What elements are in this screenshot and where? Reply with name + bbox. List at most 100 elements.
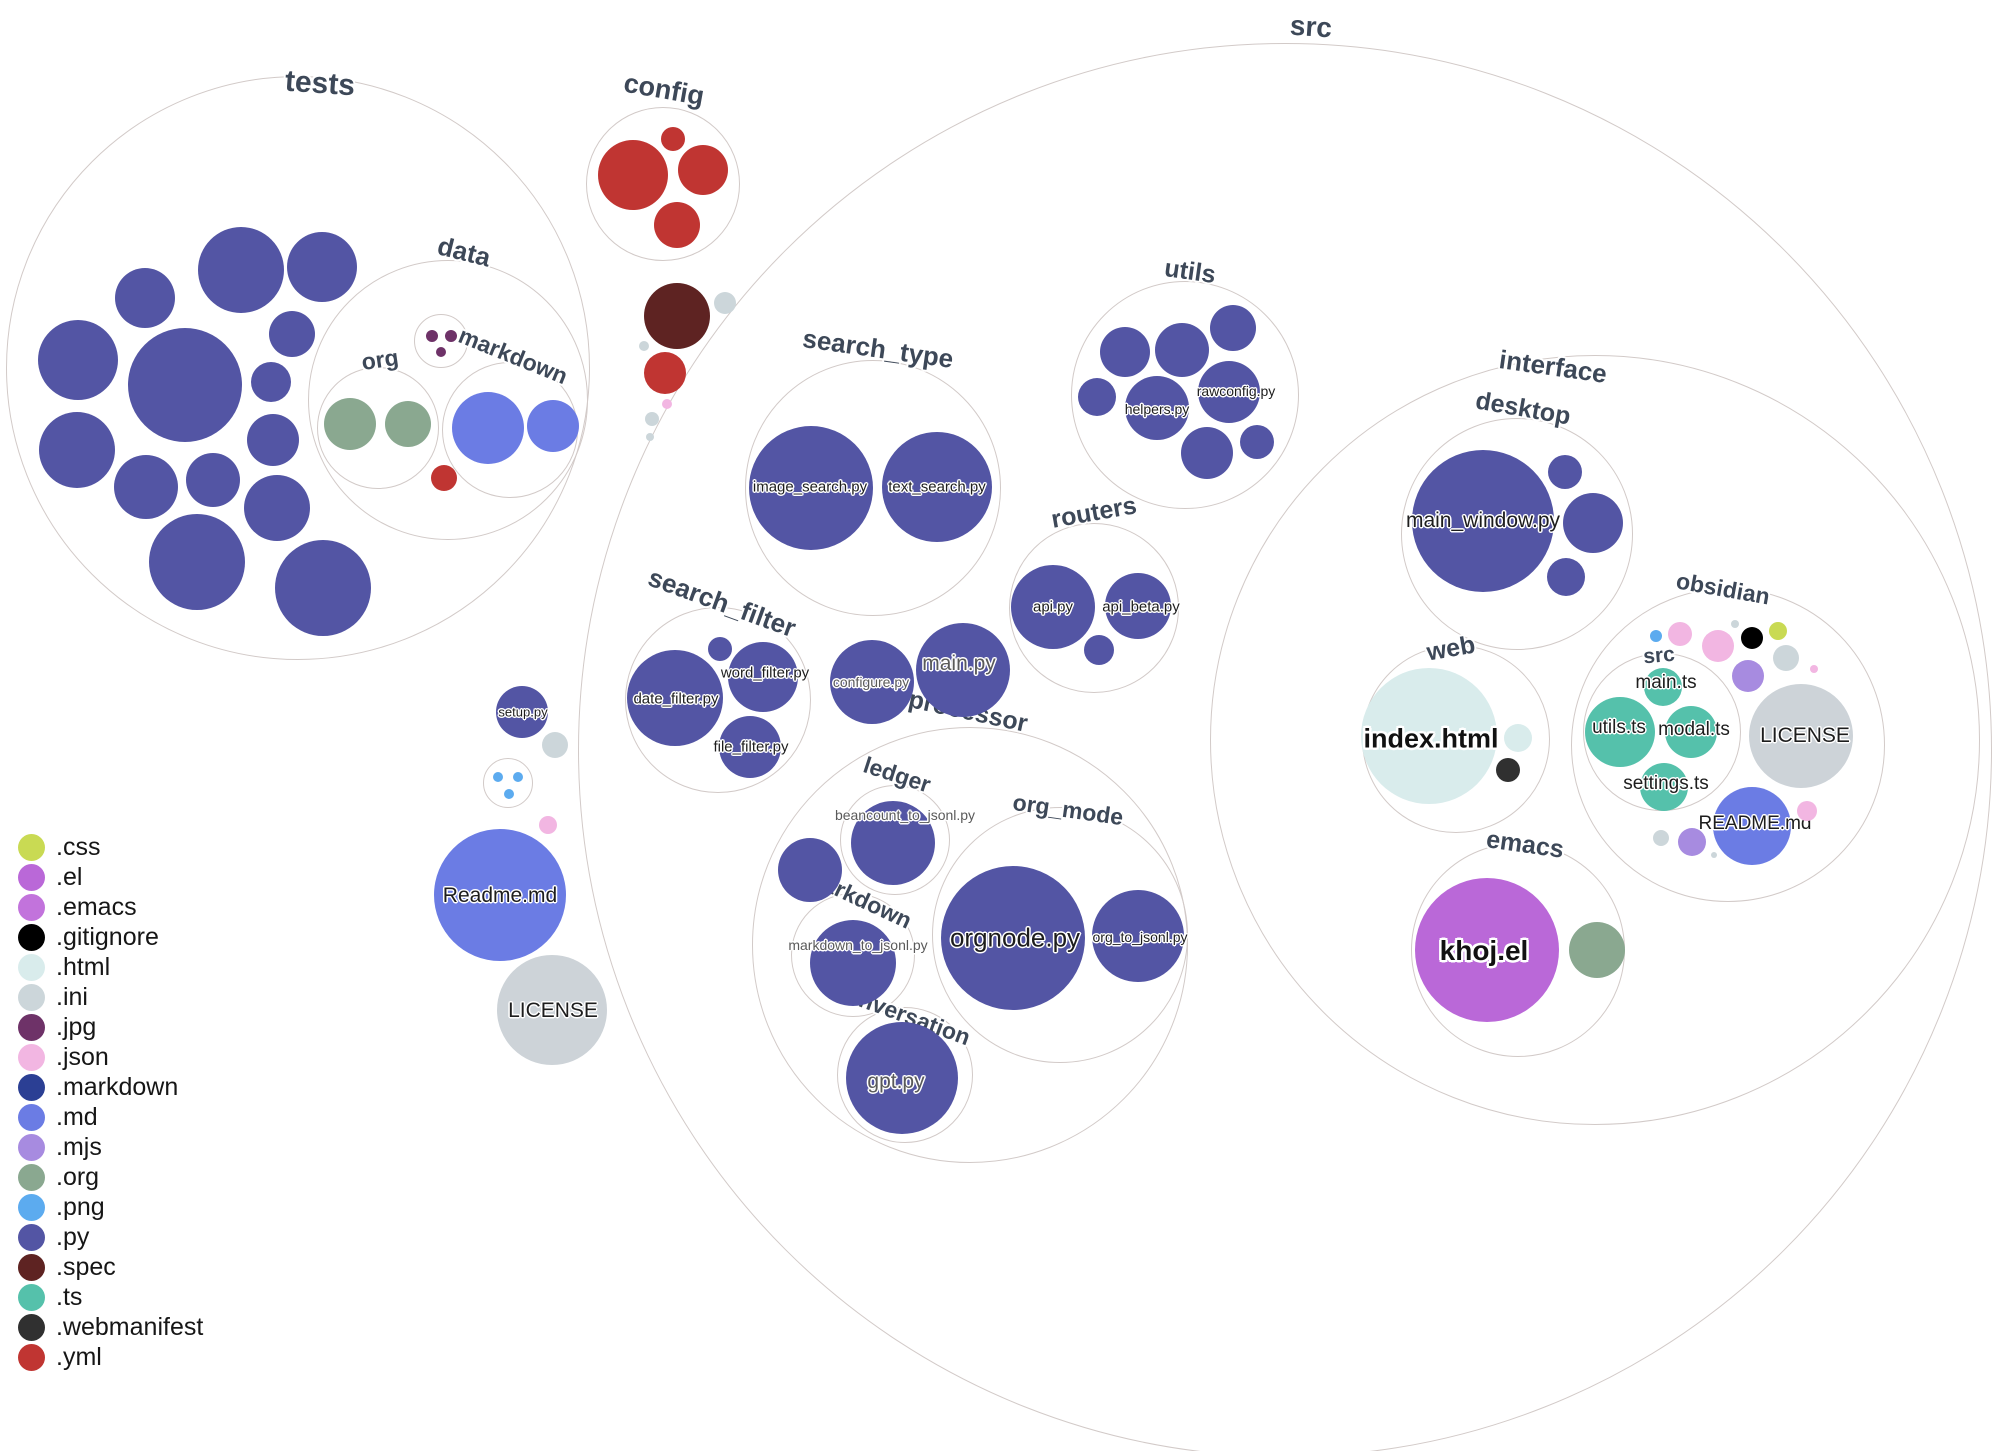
- file-circle-spec: [644, 283, 710, 349]
- file-circle-ini: [1773, 645, 1799, 671]
- file-circle-jpg: [426, 330, 438, 342]
- folder-circle-search_filter: [625, 607, 811, 793]
- legend-item-css: .css: [18, 832, 203, 862]
- file-label-main_window.py: main_window.py: [1405, 509, 1561, 532]
- folder-circle-processor-markdown: [791, 893, 915, 1017]
- file-circle-py: [186, 453, 240, 507]
- file-circle-py: [778, 838, 842, 902]
- file-circle-html: [1504, 724, 1532, 752]
- file-circle-yml: [431, 465, 457, 491]
- file-circle-mjs: [1732, 660, 1764, 692]
- folder-circle-processor-ledger: [840, 785, 950, 895]
- file-circle-gitignore: [1741, 627, 1763, 649]
- file-circle-word_filter.py: [728, 642, 798, 712]
- legend-item-ts: .ts: [18, 1282, 203, 1312]
- file-circle-py: [1563, 493, 1623, 553]
- legend-swatch-ini: [18, 983, 45, 1011]
- legend-label: .css: [56, 832, 101, 861]
- legend-label: .html: [56, 952, 111, 981]
- file-circle-json: [1810, 665, 1818, 673]
- legend-swatch-json: [18, 1043, 45, 1071]
- legend-label: .json: [56, 1042, 109, 1071]
- file-circle-py: [1547, 558, 1585, 596]
- file-circle-README.md: [1713, 787, 1791, 865]
- file-circle-main.ts: [1644, 668, 1682, 706]
- file-circle-yml: [598, 140, 668, 210]
- file-label-org_to_jsonl.py: org_to_jsonl.py: [1092, 929, 1188, 945]
- file-circle-ini: [1653, 830, 1669, 846]
- file-label-utils.ts: utils.ts: [1592, 717, 1646, 738]
- file-label-settings.ts: settings.ts: [1623, 773, 1709, 794]
- file-label-text_search.py: text_search.py: [888, 478, 986, 496]
- file-circle-setup.py: [496, 686, 548, 738]
- file-circle-png: [1650, 630, 1662, 642]
- file-circle-json: [662, 399, 672, 409]
- file-circle-py: [1548, 455, 1582, 489]
- legend-label: .ini: [56, 982, 88, 1011]
- folder-label-interface-obsidian-src: src: [1642, 642, 1676, 669]
- file-circle-LICENSE: [1749, 684, 1853, 788]
- folder-label-config: config: [621, 67, 707, 112]
- file-circle-ini: [542, 732, 568, 758]
- file-label-README.md: README.md: [1698, 813, 1812, 834]
- folder-circle-interface: [1210, 355, 1980, 1125]
- file-circle-date_filter.py: [627, 650, 723, 746]
- file-circle-json: [1668, 622, 1692, 646]
- file-circle-org: [1569, 922, 1625, 978]
- file-circle-image_search.py: [749, 426, 873, 550]
- legend-label: .markdown: [56, 1072, 179, 1101]
- file-circle-jpg: [445, 330, 457, 342]
- legend-swatch-el: [18, 863, 45, 891]
- legend-swatch-org: [18, 1163, 45, 1191]
- file-circle-py: [115, 268, 175, 328]
- legend-swatch-css: [18, 833, 45, 861]
- file-label-rawconfig.py: rawconfig.py: [1196, 383, 1276, 399]
- file-circle-json: [1797, 801, 1817, 821]
- legend-label: .emacs: [56, 892, 137, 921]
- folder-circle-root-png-group: [483, 758, 533, 808]
- file-circle-py: [287, 232, 357, 302]
- file-circle-ini: [646, 433, 654, 441]
- file-circle-py: [708, 637, 732, 661]
- legend-item-org: .org: [18, 1162, 203, 1192]
- legend-item-mjs: .mjs: [18, 1132, 203, 1162]
- file-circle-png: [504, 789, 514, 799]
- file-circle-file_filter.py: [719, 716, 781, 778]
- file-label-main.ts: main.ts: [1635, 672, 1697, 693]
- file-circle-png: [493, 772, 503, 782]
- file-circle-py: [1084, 635, 1114, 665]
- folder-label-tests: tests: [283, 64, 357, 103]
- legend-swatch-html: [18, 953, 45, 981]
- file-circle-py: [275, 540, 371, 636]
- file-circle-text_search.py: [882, 432, 992, 542]
- extension-legend: .css .el .emacs .gitignore .html .ini .jpg .jso…: [18, 832, 203, 1372]
- file-circle-index.html: [1361, 668, 1497, 804]
- file-circle-ini: [1731, 620, 1739, 628]
- file-circle-py: [128, 328, 242, 442]
- file-circle-json: [1702, 630, 1734, 662]
- legend-swatch-py: [18, 1223, 45, 1251]
- file-circle-py: [247, 414, 299, 466]
- file-circle-api.py: [1011, 565, 1095, 649]
- legend-label: .jpg: [56, 1012, 97, 1041]
- file-label-index.html: index.html: [1363, 723, 1499, 754]
- folder-circle-search_type: [745, 360, 1001, 616]
- legend-swatch-markdown: [18, 1073, 45, 1101]
- legend-label: .ts: [56, 1282, 83, 1311]
- file-circle-ini: [639, 341, 649, 351]
- folder-label-tests-data-org: org: [359, 344, 401, 375]
- file-circle-helpers.py: [1125, 376, 1189, 440]
- file-label-main.py: main.py: [922, 652, 996, 675]
- file-circle-ini: [645, 412, 659, 426]
- legend-label: .webmanifest: [56, 1312, 204, 1341]
- legend-item-jpg: .jpg: [18, 1012, 203, 1042]
- folder-circle-utils: [1071, 281, 1299, 509]
- file-circle-py: [1078, 378, 1116, 416]
- file-label-image_search.py: image_search.py: [752, 478, 868, 496]
- file-label-configure.py: configure.py: [832, 674, 910, 690]
- file-circle-py: [244, 475, 310, 541]
- legend-swatch-yml: [18, 1343, 45, 1371]
- file-circle-beancount_to_jsonl.py: [851, 801, 935, 885]
- file-circle-py: [1155, 323, 1209, 377]
